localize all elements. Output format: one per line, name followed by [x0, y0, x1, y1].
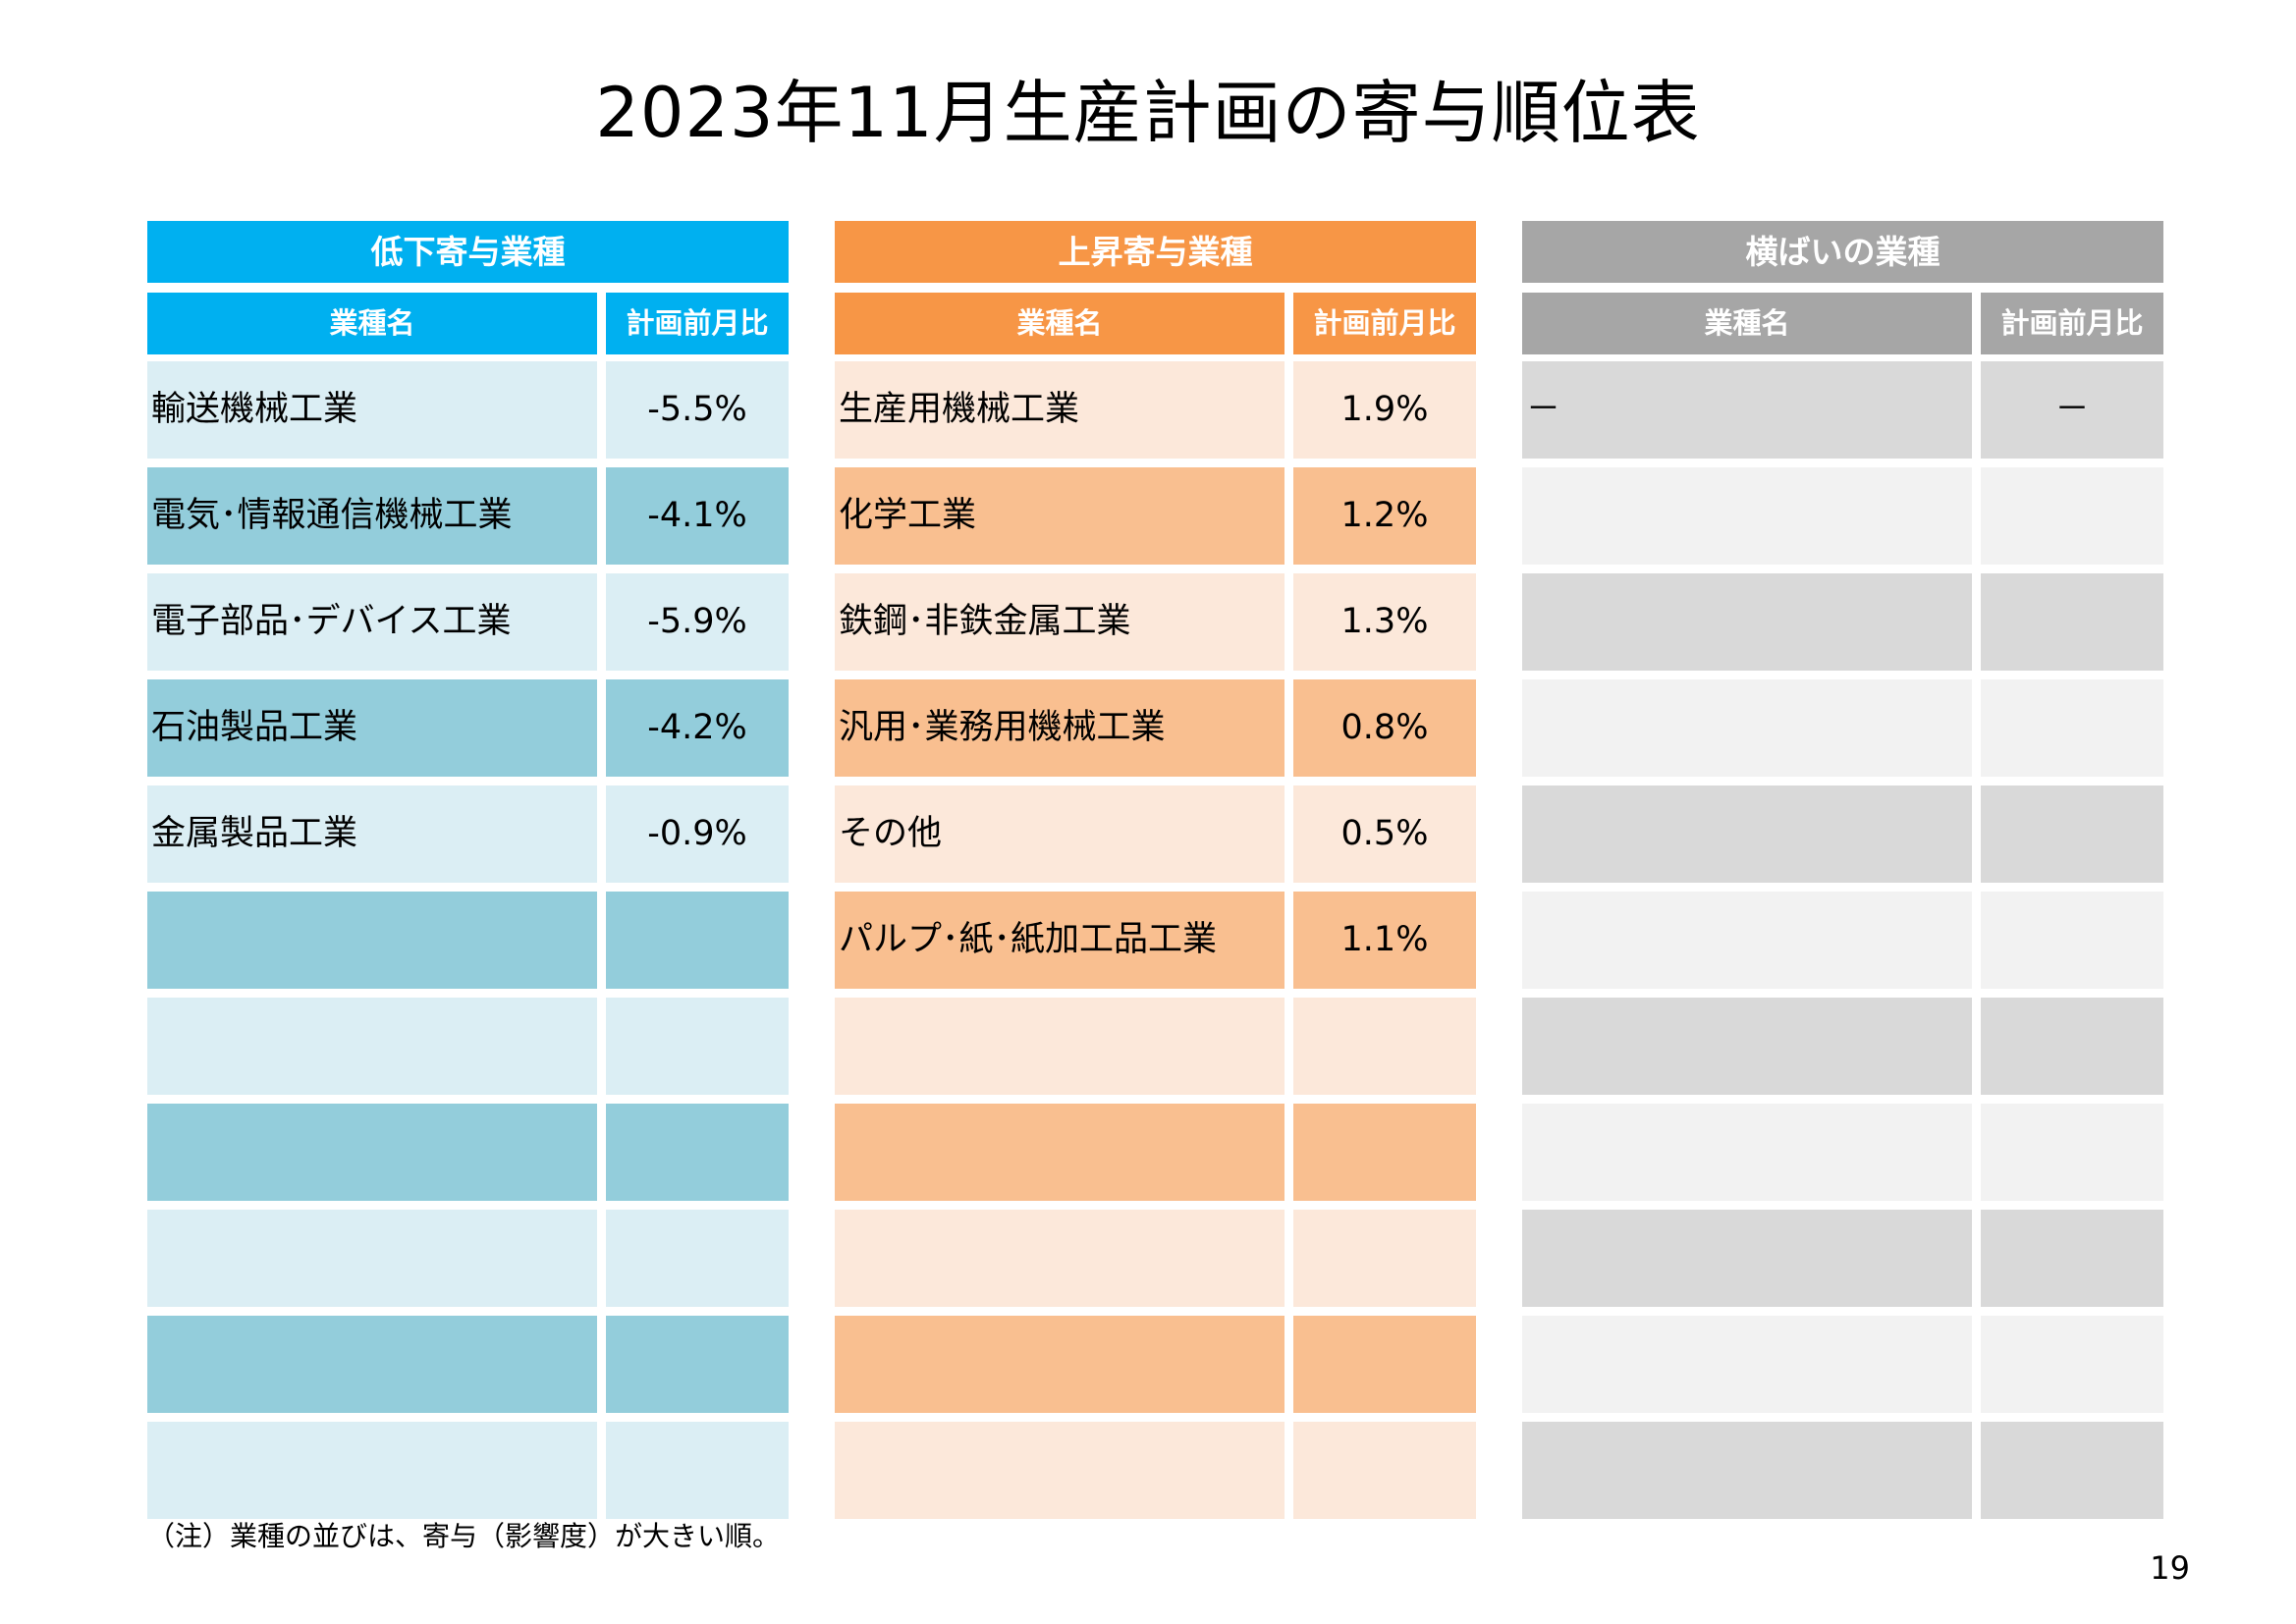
table-row-value: － [1981, 361, 2163, 459]
column-header-name: 業種名 [835, 293, 1285, 354]
table-row-name [835, 1104, 1285, 1201]
column-header-value: 計画前月比 [606, 293, 789, 354]
table-row-name: パルプ･紙･紙加工品工業 [835, 892, 1285, 989]
table-row-name [1522, 892, 1972, 989]
panel-header-flat: 横ばいの業種 [1522, 221, 2163, 283]
table-row-value [1981, 467, 2163, 565]
column-header-name: 業種名 [1522, 293, 1972, 354]
table-row-name [1522, 1422, 1972, 1519]
table-row-value: 0.5% [1293, 785, 1476, 883]
table-row-name [835, 1210, 1285, 1307]
table-row-value: -4.1% [606, 467, 789, 565]
table-row-value [606, 892, 789, 989]
table-row-name [147, 1210, 597, 1307]
table-row-name [1522, 998, 1972, 1095]
column-header-name: 業種名 [147, 293, 597, 354]
table-row-name [1522, 467, 1972, 565]
table-row-name [1522, 1210, 1972, 1307]
table-row-value [1293, 1422, 1476, 1519]
table-row-value [1981, 573, 2163, 671]
table-row-value [1981, 785, 2163, 883]
table-row-value: -5.5% [606, 361, 789, 459]
table-row-value [606, 998, 789, 1095]
table-row-value: 0.8% [1293, 679, 1476, 777]
table-row-name: 鉄鋼･非鉄金属工業 [835, 573, 1285, 671]
table-row-name [1522, 573, 1972, 671]
column-header-value: 計画前月比 [1293, 293, 1476, 354]
table-row-name: － [1522, 361, 1972, 459]
table-row-name [147, 1316, 597, 1413]
table-row-value: -5.9% [606, 573, 789, 671]
page-title: 2023年11月生産計画の寄与順位表 [595, 73, 1701, 153]
panel-header-down: 低下寄与業種 [147, 221, 789, 283]
table-row-name [835, 998, 1285, 1095]
table-row-name [835, 1422, 1285, 1519]
table-row-name: 輸送機械工業 [147, 361, 597, 459]
table-row-value [606, 1422, 789, 1519]
table-row-name: その他 [835, 785, 1285, 883]
table-row-name [1522, 1316, 1972, 1413]
table-row-name: 金属製品工業 [147, 785, 597, 883]
table-row-name: 生産用機械工業 [835, 361, 1285, 459]
table-row-name: 石油製品工業 [147, 679, 597, 777]
panel-header-up: 上昇寄与業種 [835, 221, 1476, 283]
table-row-name [835, 1316, 1285, 1413]
table-row-name: 化学工業 [835, 467, 1285, 565]
table-row-value: -0.9% [606, 785, 789, 883]
table-row-value [1981, 1422, 2163, 1519]
table-row-value [1981, 1316, 2163, 1413]
column-header-value: 計画前月比 [1981, 293, 2163, 354]
table-row-value [1293, 1104, 1476, 1201]
table-row-name [147, 998, 597, 1095]
table-row-value [606, 1104, 789, 1201]
table-row-value [1981, 1104, 2163, 1201]
table-row-name [147, 1104, 597, 1201]
table-row-value: 1.1% [1293, 892, 1476, 989]
table-row-value: 1.3% [1293, 573, 1476, 671]
table-row-name [1522, 1104, 1972, 1201]
table-row-value [1981, 892, 2163, 989]
table-row-name [147, 1422, 597, 1519]
table-row-value [1293, 1210, 1476, 1307]
table-row-value [1981, 679, 2163, 777]
table-row-value [1981, 1210, 2163, 1307]
table-row-name: 汎用･業務用機械工業 [835, 679, 1285, 777]
table-row-value [1981, 998, 2163, 1095]
table-row-value: -4.2% [606, 679, 789, 777]
table-row-name [147, 892, 597, 989]
table-row-name: 電子部品･デバイス工業 [147, 573, 597, 671]
table-row-value [606, 1210, 789, 1307]
table-row-value: 1.2% [1293, 467, 1476, 565]
table-row-name: 電気･情報通信機械工業 [147, 467, 597, 565]
page-number: 19 [2150, 1549, 2190, 1587]
table-row-value [1293, 1316, 1476, 1413]
table-row-value [606, 1316, 789, 1413]
table-row-value: 1.9% [1293, 361, 1476, 459]
table-row-value [1293, 998, 1476, 1095]
table-row-name [1522, 679, 1972, 777]
footnote: （注）業種の並びは、寄与（影響度）が大きい順。 [147, 1520, 781, 1552]
table-row-name [1522, 785, 1972, 883]
